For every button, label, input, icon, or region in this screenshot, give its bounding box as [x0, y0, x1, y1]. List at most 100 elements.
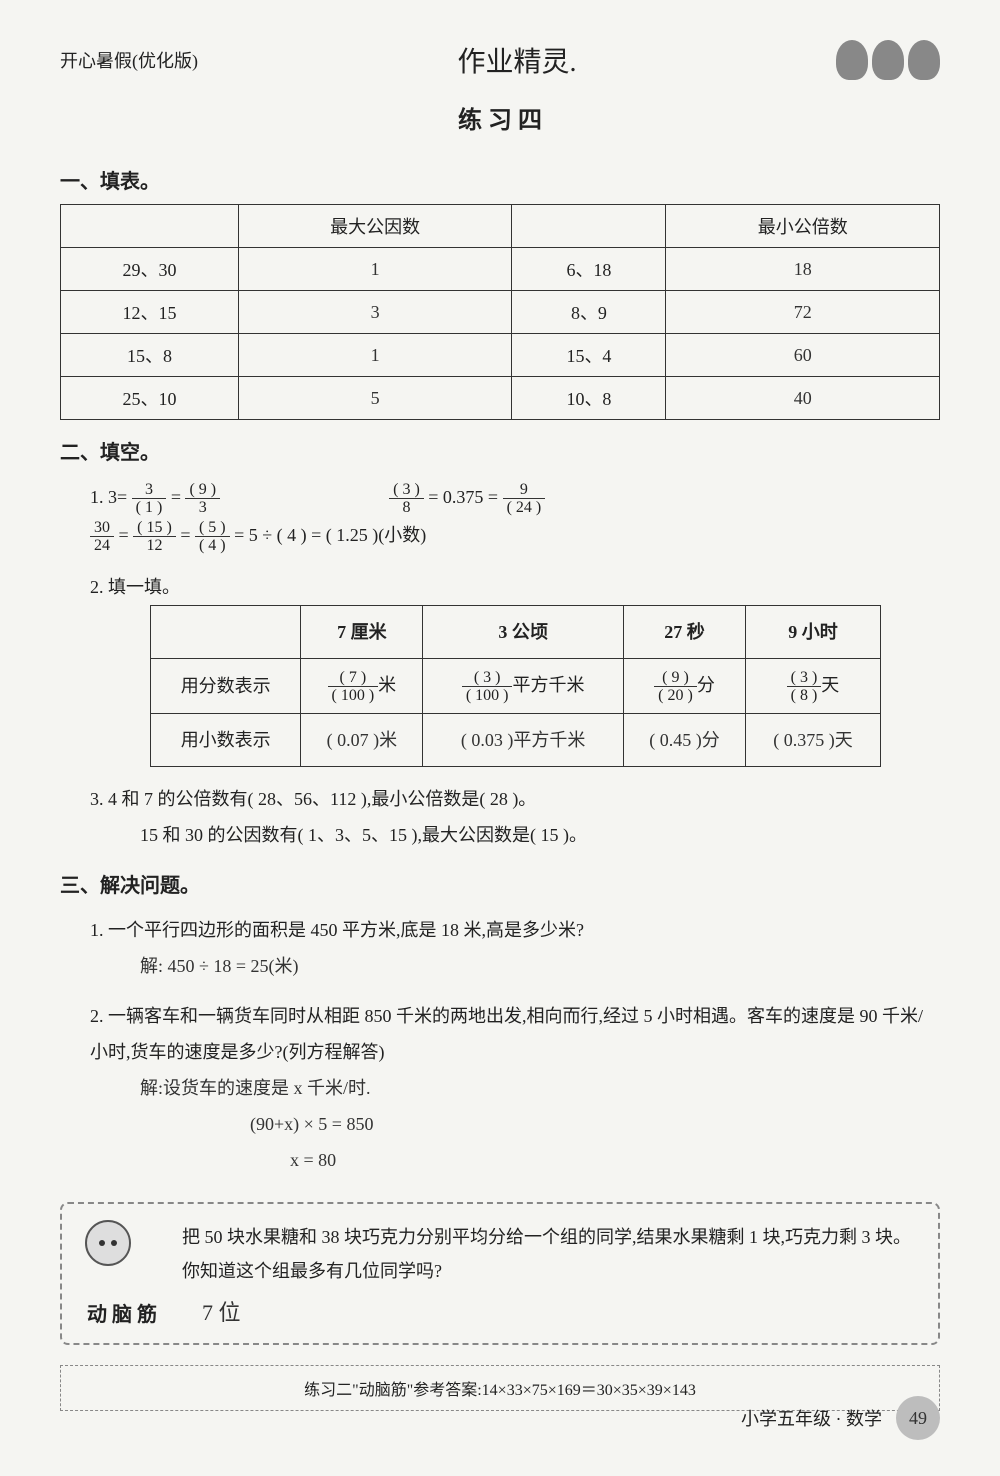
table-row: 12、15 3 8、9 72 — [61, 291, 940, 334]
fraction: ( 3 ) 8 — [389, 481, 424, 517]
problem-text: 1. 一个平行四边形的面积是 450 平方米,底是 18 米,高是多少米? — [90, 912, 940, 948]
numerator: 9 — [503, 481, 546, 500]
numerator: ( 3 ) — [389, 481, 424, 500]
unit: 分 — [697, 675, 715, 695]
q-line: 15 和 30 的公因数有( 1、3、5、15 ),最大公因数是( 15 )。 — [140, 817, 940, 853]
table-row: 29、30 1 6、18 18 — [61, 248, 940, 291]
cell: 6、18 — [512, 248, 666, 291]
table-row: 用分数表示 ( 7 ) ( 100 ) 米 ( 3 ) ( 100 ) 平方千米… — [151, 658, 881, 713]
denominator: ( 100 ) — [328, 687, 379, 705]
cell: 25、10 — [61, 377, 239, 420]
denominator: 24 — [90, 537, 114, 555]
q-label: 2. 填一填。 — [90, 569, 940, 605]
denominator: ( 1 ) — [132, 499, 167, 517]
th — [512, 205, 666, 248]
th: 3 公顷 — [423, 605, 624, 658]
cell: 12、15 — [61, 291, 239, 334]
numerator: ( 3 ) — [462, 669, 513, 688]
page-number: 49 — [896, 1396, 940, 1440]
cell: ( 7 ) ( 100 ) 米 — [301, 658, 423, 713]
brain-teaser-box: 把 50 块水果糖和 38 块巧克力分别平均分给一个组的同学,结果水果糖剩 1 … — [60, 1202, 940, 1345]
unit: 平方千米 — [512, 675, 584, 695]
cell: 用分数表示 — [151, 658, 301, 713]
problem-3-1: 1. 一个平行四边形的面积是 450 平方米,底是 18 米,高是多少米? 解:… — [90, 912, 940, 984]
th: 9 小时 — [745, 605, 880, 658]
cell: ( 3 ) ( 100 ) 平方千米 — [423, 658, 624, 713]
numerator: ( 9 ) — [185, 481, 220, 500]
fraction: ( 7 ) ( 100 ) — [328, 669, 379, 705]
cell: 29、30 — [61, 248, 239, 291]
footer-text: 小学五年级 · 数学 — [741, 1405, 882, 1431]
q-label: 1. — [90, 487, 104, 507]
cell: 5 — [238, 377, 512, 420]
denominator: 8 — [389, 499, 424, 517]
cell: ( 3 ) ( 8 ) 天 — [745, 658, 880, 713]
cell: 用小数表示 — [151, 713, 301, 766]
header-center: 作业精灵. — [457, 40, 576, 80]
numerator: 3 — [132, 481, 167, 500]
section3-heading: 三、解决问题。 — [60, 869, 940, 898]
cell: 60 — [666, 334, 940, 377]
eq-text: 3= — [108, 487, 127, 507]
cell: 1 — [238, 248, 512, 291]
cell: 10、8 — [512, 377, 666, 420]
denominator: ( 100 ) — [462, 687, 513, 705]
table-row: 最大公因数 最小公倍数 — [61, 205, 940, 248]
unit: 天 — [821, 675, 839, 695]
cell: 15、4 — [512, 334, 666, 377]
problem-text: 2. 一辆客车和一辆货车同时从相距 850 千米的两地出发,相向而行,经过 5 … — [90, 998, 940, 1070]
fraction: ( 3 ) ( 8 ) — [787, 669, 822, 705]
fraction: ( 9 ) ( 20 ) — [654, 669, 697, 705]
q-line: 3. 4 和 7 的公倍数有( 28、56、112 ),最小公倍数是( 28 )… — [90, 781, 940, 817]
q2-2: 2. 填一填。 7 厘米 3 公顷 27 秒 9 小时 用分数表示 ( 7 ) … — [90, 569, 940, 767]
fraction: ( 15 ) 12 — [133, 519, 176, 555]
fraction: ( 9 ) 3 — [185, 481, 220, 517]
eq-text: = 0.375 = — [428, 487, 502, 507]
cell: ( 0.03 )平方千米 — [423, 713, 624, 766]
q2-3: 3. 4 和 7 的公倍数有( 28、56、112 ),最小公倍数是( 28 )… — [90, 781, 940, 853]
section2-heading: 二、填空。 — [60, 436, 940, 465]
page-title: 练 习 四 — [60, 100, 940, 135]
bear-icon — [836, 40, 868, 80]
numerator: ( 9 ) — [654, 669, 697, 688]
fraction: 30 24 — [90, 519, 114, 555]
eq-text: = — [180, 525, 195, 545]
header-left: 开心暑假(优化版) — [60, 47, 198, 73]
denominator: ( 8 ) — [787, 687, 822, 705]
q2-1: 1. 3= 3 ( 1 ) = ( 9 ) 3 ( 3 ) 8 = 0.375 … — [90, 479, 940, 555]
th: 7 厘米 — [301, 605, 423, 658]
conversion-table: 7 厘米 3 公顷 27 秒 9 小时 用分数表示 ( 7 ) ( 100 ) … — [150, 605, 881, 767]
page-footer: 小学五年级 · 数学 49 — [741, 1396, 940, 1440]
teaser-text: 把 50 块水果糖和 38 块巧克力分别平均分给一个组的同学,结果水果糖剩 1 … — [182, 1220, 918, 1288]
mascot-head — [78, 1220, 138, 1280]
bear-icon — [908, 40, 940, 80]
solution-line: (90+x) × 5 = 850 — [250, 1106, 940, 1142]
numerator: ( 3 ) — [787, 669, 822, 688]
table-row: 7 厘米 3 公顷 27 秒 9 小时 — [151, 605, 881, 658]
numerator: ( 7 ) — [328, 669, 379, 688]
eq-text: = 5 ÷ ( 4 ) = ( 1.25 )(小数) — [234, 525, 426, 545]
numerator: ( 5 ) — [195, 519, 230, 538]
th: 最小公倍数 — [666, 205, 940, 248]
table-row: 25、10 5 10、8 40 — [61, 377, 940, 420]
face-icon — [85, 1220, 131, 1266]
teaser-label: 动 脑 筋 — [82, 1298, 162, 1327]
th — [151, 605, 301, 658]
cell: 15、8 — [61, 334, 239, 377]
table-row: 15、8 1 15、4 60 — [61, 334, 940, 377]
solution-line: 解:设货车的速度是 x 千米/时. — [140, 1070, 940, 1106]
fraction: ( 3 ) ( 100 ) — [462, 669, 513, 705]
cell: ( 0.375 )天 — [745, 713, 880, 766]
header-mascots — [836, 40, 940, 80]
fraction: 9 ( 24 ) — [503, 481, 546, 517]
solution-line: x = 80 — [290, 1142, 940, 1178]
cell: ( 9 ) ( 20 ) 分 — [624, 658, 746, 713]
cell: ( 0.45 )分 — [624, 713, 746, 766]
denominator: ( 24 ) — [503, 499, 546, 517]
solution: 解: 450 ÷ 18 = 25(米) — [140, 948, 940, 984]
th: 最大公因数 — [238, 205, 512, 248]
denominator: ( 20 ) — [654, 687, 697, 705]
numerator: 30 — [90, 519, 114, 538]
table-row: 用小数表示 ( 0.07 )米 ( 0.03 )平方千米 ( 0.45 )分 (… — [151, 713, 881, 766]
cell: 8、9 — [512, 291, 666, 334]
